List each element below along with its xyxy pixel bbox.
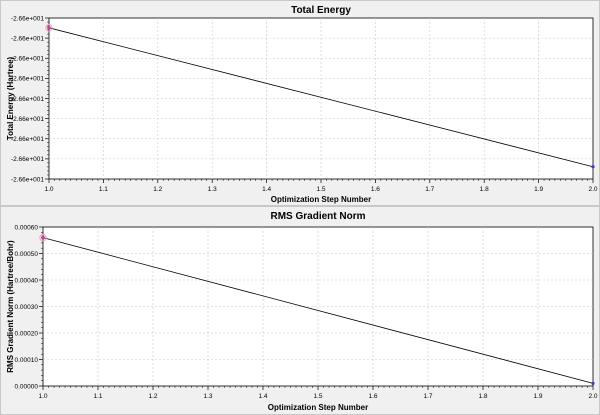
x-axis-label: Optimization Step Number: [268, 403, 368, 412]
x-tick-label: 1.7: [425, 186, 434, 193]
x-axis-label: Optimization Step Number: [271, 195, 371, 204]
y-tick-label: 0.00050: [15, 251, 39, 258]
x-tick-label: 1.9: [533, 393, 542, 400]
x-tick-label: 1.8: [480, 186, 489, 193]
x-tick-label: 1.2: [148, 393, 157, 400]
plot-area: [42, 226, 594, 387]
x-tick-label: 1.9: [534, 186, 543, 193]
y-tick-label: -2.66e+001: [11, 156, 44, 163]
data-point: [41, 235, 45, 240]
x-tick-label: 1.7: [423, 393, 432, 400]
y-tick-label: 0.00000: [15, 383, 39, 390]
x-tick-label: 1.4: [262, 186, 271, 193]
y-tick-label: -2.66e+001: [11, 136, 44, 143]
y-axis-label: Total Energy (Hartree): [6, 56, 15, 140]
y-axis-label: RMS Gradient Norm (Hartree/Bohr): [6, 240, 15, 373]
x-tick-label: 1.3: [203, 393, 212, 400]
x-tick-label: 2.0: [588, 186, 597, 193]
chart-title: RMS Gradient Norm: [270, 211, 365, 222]
y-tick-label: 0.00020: [15, 330, 39, 337]
x-tick-label: 1.0: [44, 186, 53, 193]
series-line: [42, 237, 594, 384]
data-point-highlight: [45, 24, 53, 32]
x-tick-label: 2.0: [588, 393, 597, 400]
y-tick-label: -2.66e+001: [11, 35, 44, 42]
data-point: [47, 26, 51, 30]
x-tick-label: 1.2: [153, 186, 162, 193]
y-tick-label: -2.66e+001: [11, 76, 44, 83]
y-tick-label: -2.66e+001: [11, 116, 44, 123]
y-tick-label: -2.66e+001: [11, 176, 44, 183]
y-tick-label: 0.00010: [15, 357, 39, 364]
y-tick-label: 0.00030: [15, 304, 39, 311]
rms-gradient-chart: RMS Gradient Norm 1.0 1.1 1.2 1.3 1.4 1.5 1.6 1.…: [6, 211, 598, 412]
x-tick-label: 1.4: [258, 393, 267, 400]
x-tick-label: 1.0: [38, 393, 47, 400]
x-tick-label: 1.6: [371, 186, 380, 193]
y-tick-label: 0.00060: [15, 224, 39, 231]
y-tick-label: -2.66e+001: [11, 15, 44, 22]
rms-gradient-panel: RMS Gradient Norm 1.0 1.1 1.2 1.3 1.4 1.5 1.6 1.…: [0, 206, 600, 415]
x-tick-label: 1.5: [313, 393, 322, 400]
total-energy-chart: Total Energy 1.0 1.1 1.2 1.3 1.4 1.5 1.6 1.7 1.8 1…: [6, 5, 598, 204]
y-tick-label: -2.66e+001: [11, 96, 44, 103]
x-tick-label: 1.1: [99, 186, 108, 193]
series-line: [48, 27, 594, 168]
data-point: [591, 165, 595, 169]
x-tick-label: 1.1: [93, 393, 102, 400]
data-point: [591, 381, 595, 385]
data-point-highlight: [39, 233, 47, 242]
chart-title: Total Energy: [291, 5, 351, 16]
y-tick-label: -2.66e+001: [11, 56, 44, 63]
x-tick-label: 1.8: [478, 393, 487, 400]
x-tick-label: 1.3: [208, 186, 217, 193]
x-tick-label: 1.6: [368, 393, 377, 400]
total-energy-panel: Total Energy 1.0 1.1 1.2 1.3 1.4 1.5 1.6 1.7 1.8 1…: [0, 0, 600, 206]
y-tick-label: 0.00040: [15, 277, 39, 284]
x-tick-label: 1.5: [316, 186, 325, 193]
